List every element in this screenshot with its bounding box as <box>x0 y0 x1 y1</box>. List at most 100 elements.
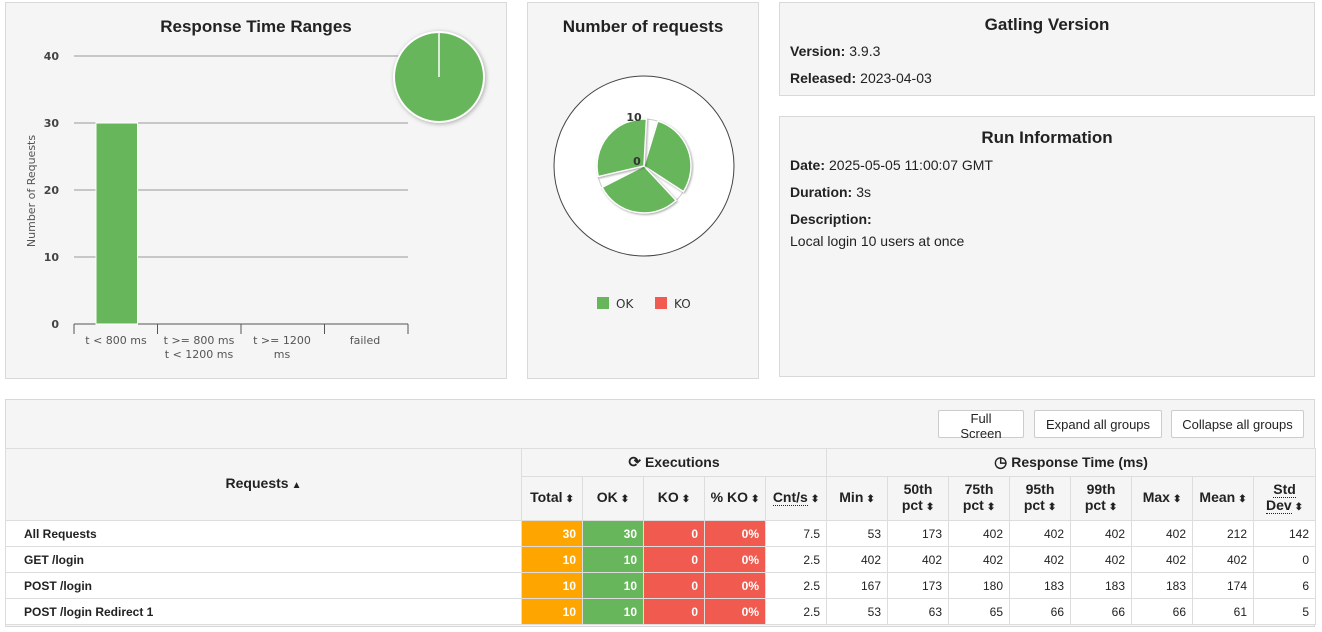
sort-icon: ⬍ <box>1172 494 1182 505</box>
cell-total: 10 <box>521 598 583 625</box>
sort-icon: ⬍ <box>925 502 935 513</box>
y-axis-title: Number of Requests <box>25 135 38 247</box>
collapse-all-groups-button[interactable]: Collapse all groups <box>1171 410 1304 438</box>
cell-ok: 10 <box>582 546 644 573</box>
request-slice-0[interactable] <box>643 120 692 193</box>
gatling-version-title: Gatling Version <box>984 15 1110 34</box>
col-dev-label: Dev <box>1265 497 1292 514</box>
cell-ok: 10 <box>582 598 644 625</box>
radial-tick-10: 10 <box>626 111 642 124</box>
col-mean-header[interactable]: Mean ⬍ <box>1192 476 1255 521</box>
full-screen-button[interactable]: Full Screen <box>938 410 1024 441</box>
cell-max: 402 <box>1131 520 1194 547</box>
sort-icon: ⬍ <box>750 494 760 505</box>
cell-min: 53 <box>826 598 889 625</box>
cell-total: 10 <box>521 572 583 599</box>
refresh-icon: ⟳ <box>628 454 641 471</box>
duration-value: 3s <box>856 184 872 200</box>
legend-ok-swatch[interactable] <box>597 297 609 309</box>
x-label-lt-800: t < 800 ms <box>85 334 147 347</box>
number-of-requests-title: Number of requests <box>562 17 724 36</box>
table-row[interactable]: POST /login Redirect 1 10 10 0 0% 2.5 53… <box>5 598 1317 625</box>
col-95th-label: 95th <box>1025 481 1055 497</box>
legend-ko-label[interactable]: KO <box>674 297 691 311</box>
bar-0[interactable] <box>95 122 138 325</box>
col-cnts-header[interactable]: Cnt/s ⬍ <box>764 476 828 521</box>
sort-icon: ⬍ <box>986 502 996 513</box>
description-value: Local login 10 users at once <box>790 233 965 249</box>
table-row[interactable]: POST /login 10 10 0 0% 2.5 167 173 180 1… <box>5 572 1317 599</box>
col-ok-header[interactable]: OK ⬍ <box>582 476 644 521</box>
col-total-header[interactable]: Total ⬍ <box>521 476 583 521</box>
request-name[interactable]: All Requests <box>5 520 522 547</box>
cell-p50: 173 <box>887 572 950 599</box>
run-information-panel: Run Information Date: 2025-05-05 11:00:07… <box>779 116 1315 377</box>
cell-p75: 402 <box>948 520 1011 547</box>
table-row[interactable]: GET /login 10 10 0 0% 2.5 402 402 402 40… <box>5 546 1317 573</box>
request-name[interactable]: POST /login Redirect 1 <box>5 598 522 625</box>
cell-p95: 402 <box>1009 520 1072 547</box>
cell-p50: 63 <box>887 598 950 625</box>
col-50th-label: 50th <box>903 481 933 497</box>
run-information-title: Run Information <box>981 128 1113 147</box>
x-label-gte-1200-a: t >= 1200 <box>253 334 311 347</box>
cell-pct-ko: 0% <box>704 598 766 625</box>
cell-std: 142 <box>1253 520 1317 547</box>
executions-header-label: Executions <box>644 454 720 470</box>
cell-std: 0 <box>1253 546 1317 573</box>
cell-ko: 0 <box>643 598 705 625</box>
cell-std: 6 <box>1253 572 1317 599</box>
legend-ko-swatch[interactable] <box>655 297 667 309</box>
col-pct-ko-header[interactable]: % KO ⬍ <box>704 476 766 521</box>
cell-cnts: 7.5 <box>764 520 828 547</box>
col-95th-header[interactable]: 95th pct ⬍ <box>1009 476 1072 521</box>
request-slice-2[interactable] <box>596 118 648 178</box>
col-min-header[interactable]: Min ⬍ <box>826 476 889 521</box>
sort-asc-icon: ▲ <box>291 480 302 491</box>
col-ko-header[interactable]: KO ⬍ <box>643 476 705 521</box>
requests-column-header[interactable]: Requests ▲ <box>5 448 522 521</box>
col-pct-ko-label: % KO <box>710 489 748 505</box>
cell-p50: 173 <box>887 520 950 547</box>
y-tick-30: 30 <box>44 117 60 130</box>
col-50th-header[interactable]: 50th pct ⬍ <box>887 476 950 521</box>
sort-icon: ⬍ <box>810 494 820 505</box>
col-std-dev-header[interactable]: Std Dev ⬍ <box>1253 476 1317 521</box>
cell-cnts: 2.5 <box>764 546 828 573</box>
request-slice-1[interactable] <box>601 165 678 214</box>
cell-ko: 0 <box>643 520 705 547</box>
col-99th-header[interactable]: 99th pct ⬍ <box>1070 476 1133 521</box>
request-name[interactable]: POST /login <box>5 572 522 599</box>
expand-all-groups-button[interactable]: Expand all groups <box>1034 410 1162 438</box>
col-cnts-label: Cnt/s <box>772 489 808 506</box>
cell-p50: 402 <box>887 546 950 573</box>
gatling-version-panel: Gatling Version Version: 3.9.3 Released: 2… <box>779 2 1315 96</box>
cell-ko: 0 <box>643 572 705 599</box>
description-label: Description: <box>790 211 872 227</box>
col-total-label: Total <box>530 489 563 505</box>
col-max-header[interactable]: Max ⬍ <box>1131 476 1194 521</box>
cell-mean: 212 <box>1192 520 1255 547</box>
x-label-gte-1200-b: ms <box>274 348 291 361</box>
col-75th-label: 75th <box>964 481 994 497</box>
legend-ok-label[interactable]: OK <box>616 297 634 311</box>
date-value: 2025-05-05 11:00:07 GMT <box>829 157 993 173</box>
cell-max: 183 <box>1131 572 1194 599</box>
number-of-requests-chart: 10 0 OK KO <box>553 75 735 311</box>
sort-icon: ⬍ <box>866 494 875 505</box>
sort-icon: ⬍ <box>1108 502 1118 513</box>
radial-tick-0: 0 <box>633 155 641 168</box>
cell-cnts: 2.5 <box>764 598 828 625</box>
x-label-800-1200-a: t >= 800 ms <box>164 334 235 347</box>
cell-total: 10 <box>521 546 583 573</box>
table-row[interactable]: All Requests 30 30 0 0% 7.5 53 173 402 4… <box>5 520 1317 547</box>
request-name[interactable]: GET /login <box>5 546 522 573</box>
duration-label: Duration: <box>790 184 853 200</box>
duration-line: Duration: 3s <box>790 184 871 200</box>
cell-pct-ko: 0% <box>704 520 766 547</box>
y-tick-20: 20 <box>44 184 60 197</box>
col-75th-header[interactable]: 75th pct ⬍ <box>948 476 1011 521</box>
response-time-ranges-title: Response Time Ranges <box>160 17 352 36</box>
col-mean-label: Mean <box>1199 489 1236 505</box>
cell-p75: 180 <box>948 572 1011 599</box>
